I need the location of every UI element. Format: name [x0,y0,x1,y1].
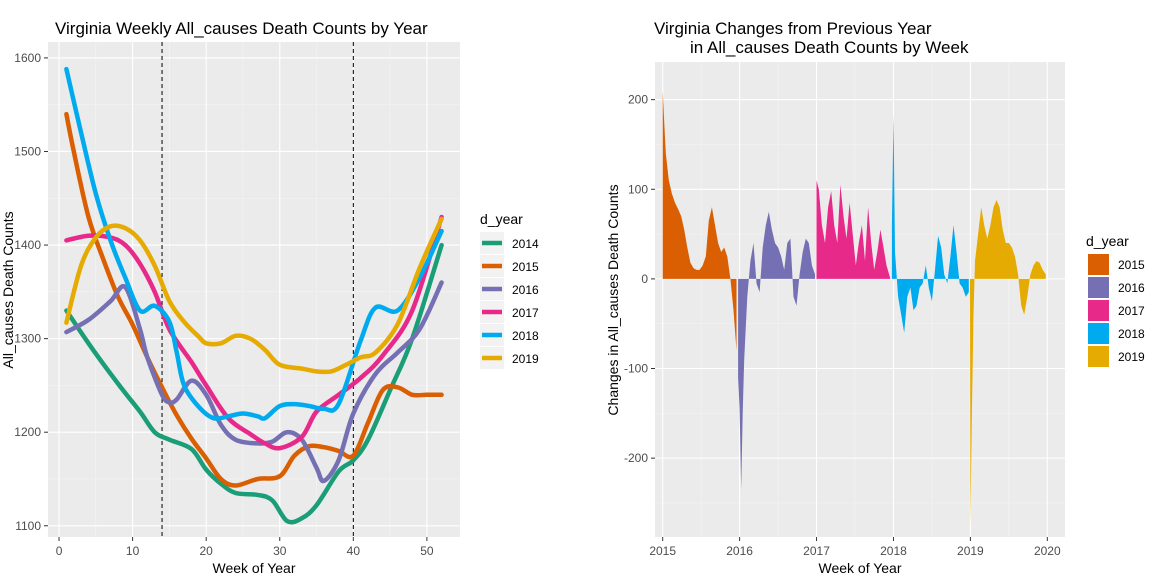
right-y-axis-label: Changes in All_causes Death Counts [605,184,621,415]
left-chart-title: Virginia Weekly All_causes Death Counts … [55,19,428,38]
left-x-axis-label: Week of Year [212,560,295,576]
right-y-tick-label: 0 [641,272,648,286]
left-legend-label-2015: 2015 [512,260,539,274]
right-x-tick-label: 2019 [957,544,984,558]
right-y-axis: -200 -100 0 100 200 [624,93,655,465]
left-y-tick-label: 1200 [14,425,41,439]
left-series-line-2015 [64,111,444,488]
right-series-areas [662,90,1046,526]
right-legend-label-2015: 2015 [1118,258,1145,272]
right-x-tick-label: 2015 [649,544,676,558]
right-chart-title-line1: Virginia Changes from Previous Year [654,19,932,38]
right-legend-swatch-2018 [1088,323,1109,344]
right-x-tick-label: 2017 [803,544,830,558]
left-y-tick-label: 1400 [14,238,41,252]
left-series-lines [64,66,444,525]
right-y-tick-label: 100 [628,182,648,196]
right-y-tick-label: -100 [624,362,648,376]
right-y-tick-label: 200 [628,93,648,107]
right-series-area-2019 [970,200,1046,526]
left-series-line-2016 [64,280,444,484]
left-legend: d_year 2014 2015 2016 2017 2018 2019 [478,206,546,376]
right-chart: Virginia Changes from Previous Year in A… [605,19,1148,576]
right-legend-swatch-2017 [1088,300,1109,321]
right-series-area-2015 [662,90,737,351]
left-series-line-2014 [64,242,444,525]
left-legend-label-2019: 2019 [512,352,539,366]
right-x-tick-label: 2018 [880,544,907,558]
left-series-line-2019 [64,216,444,375]
left-x-tick-label: 40 [347,544,361,558]
left-legend-label-2017: 2017 [512,306,539,320]
right-chart-title-line2: in All_causes Death Counts by Week [690,38,969,57]
left-x-tick-label: 50 [420,544,434,558]
left-y-axis-label: All_causes Death Counts [0,211,16,368]
left-plot-panel [48,42,460,537]
right-legend: d_year 2015 2016 2017 2018 2019 [1084,228,1148,374]
left-x-tick-label: 30 [273,544,287,558]
left-y-tick-label: 1300 [14,332,41,346]
right-legend-swatch-2019 [1088,346,1109,367]
right-series-area-2018 [891,114,969,333]
right-series-area-2017 [816,180,891,279]
right-plot-panel [655,62,1065,537]
right-y-tick-label: -200 [624,451,648,465]
right-x-tick-label: 2020 [1034,544,1061,558]
left-y-tick-label: 1100 [15,519,41,533]
right-legend-swatch-2015 [1088,254,1109,275]
left-y-tick-label: 1600 [14,51,41,65]
right-legend-title: d_year [1086,233,1129,249]
right-series-area-2016 [738,211,815,490]
right-x-axis: 2015 2016 2017 2018 2019 2020 [649,537,1061,558]
left-x-tick-label: 20 [199,544,213,558]
left-legend-label-2016: 2016 [512,283,539,297]
left-legend-label-2018: 2018 [512,329,539,343]
right-legend-label-2017: 2017 [1118,304,1145,318]
right-legend-swatch-2016 [1088,277,1109,298]
left-x-tick-label: 0 [56,544,63,558]
left-x-axis: 0 10 20 30 40 50 [56,537,434,558]
left-y-tick-label: 1500 [14,144,41,158]
right-legend-label-2016: 2016 [1118,281,1145,295]
left-series-line-2018 [64,66,444,421]
right-legend-label-2019: 2019 [1118,350,1145,364]
left-legend-title: d_year [480,211,523,227]
left-gridlines [48,42,460,537]
right-x-axis-label: Week of Year [818,560,901,576]
right-legend-label-2018: 2018 [1118,327,1145,341]
left-x-tick-label: 10 [126,544,140,558]
left-chart: Virginia Weekly All_causes Death Counts … [0,19,546,576]
left-legend-label-2014: 2014 [512,237,539,251]
left-y-axis: 1100 1200 1300 1400 1500 1600 [14,51,48,533]
right-x-tick-label: 2016 [726,544,753,558]
left-series-line-2017 [64,214,444,451]
